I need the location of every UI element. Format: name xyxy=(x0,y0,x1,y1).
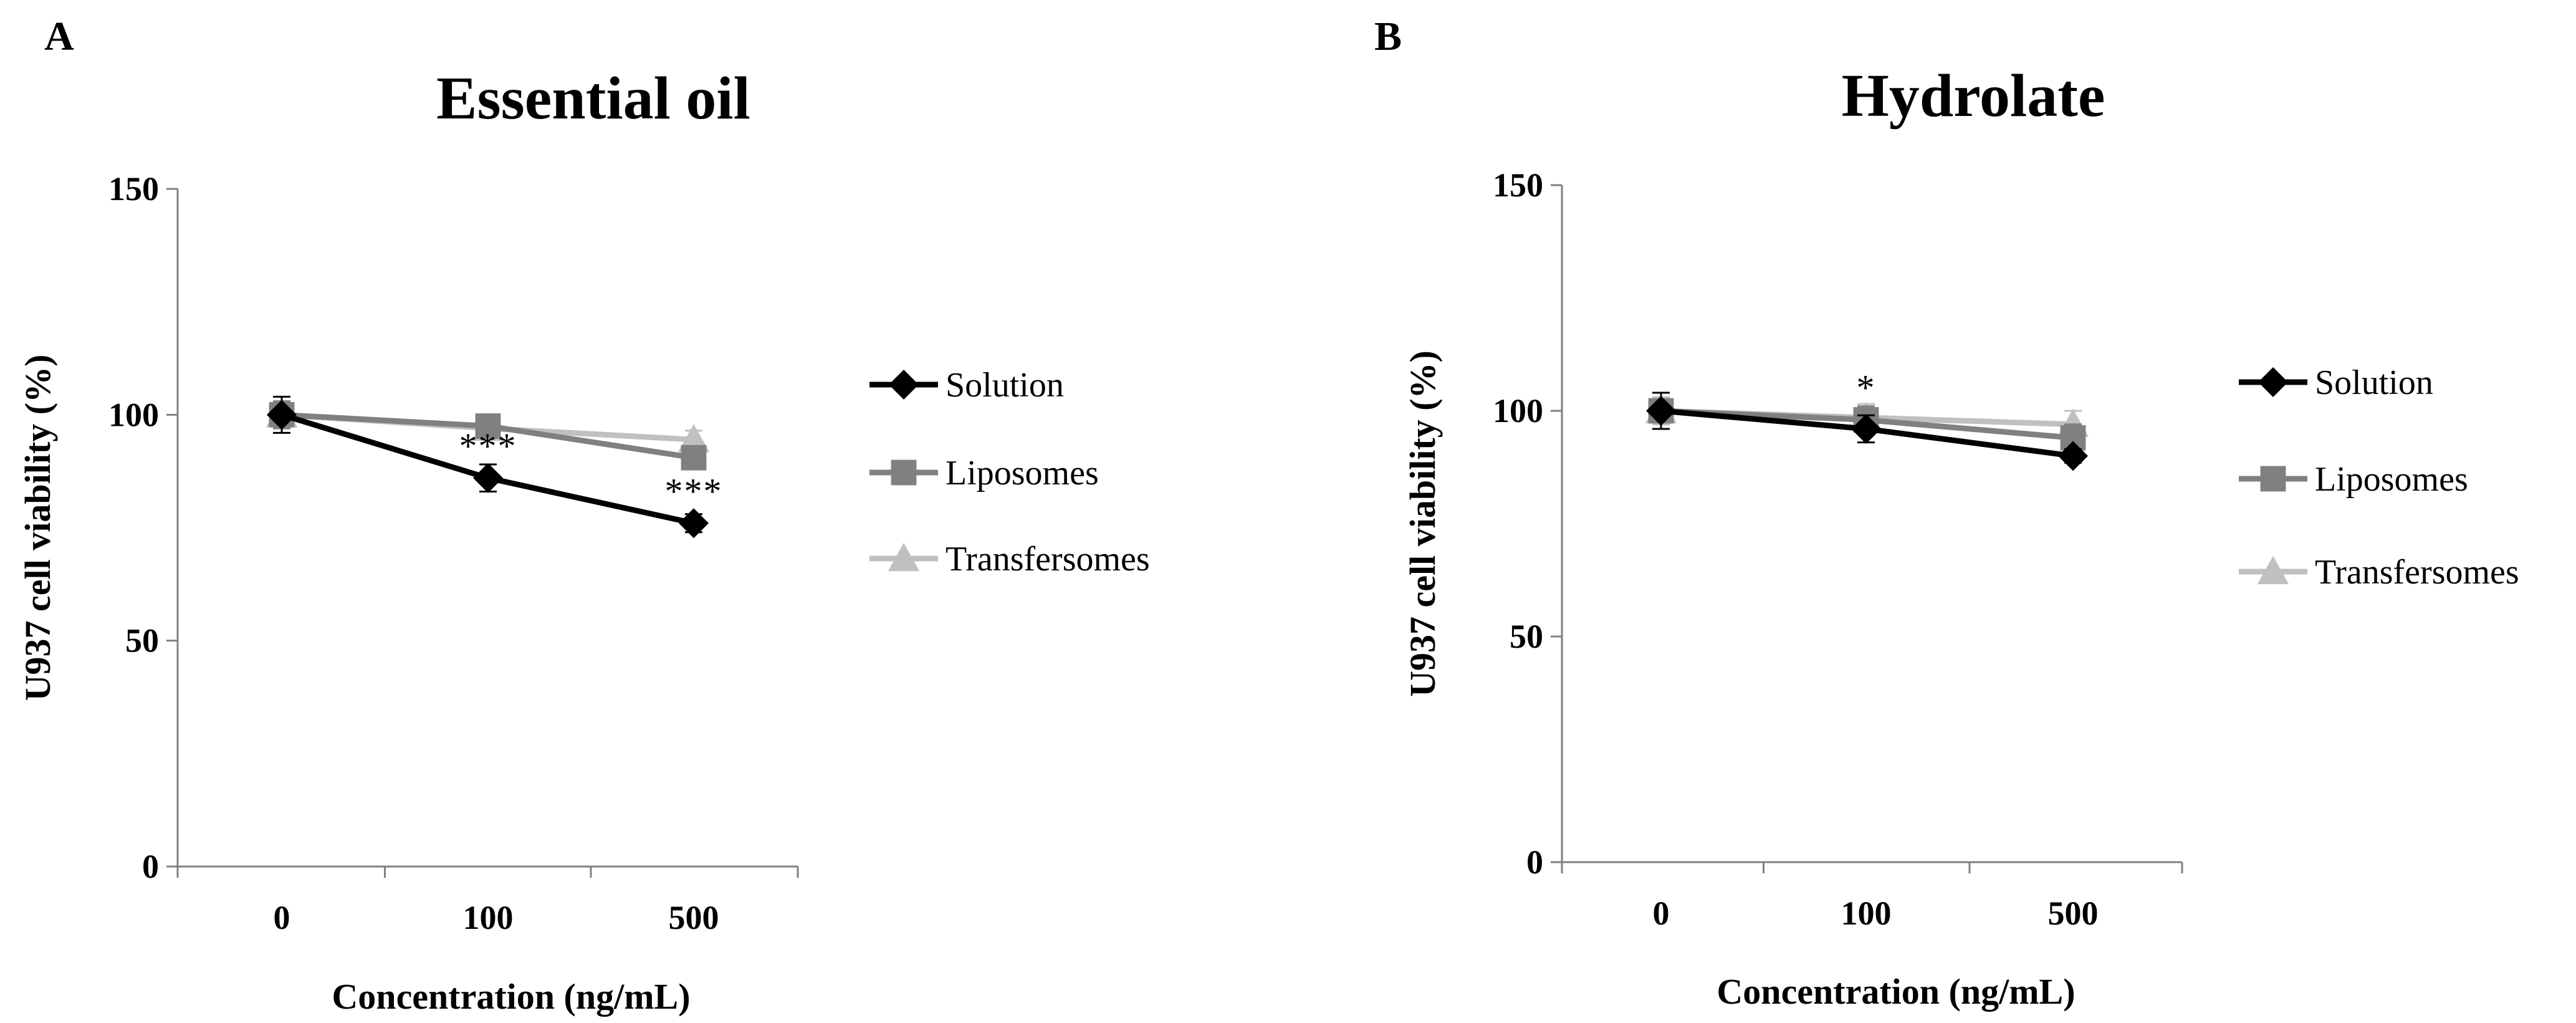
chart-panel-a: A Essential oil 0 50 100 150 0 100 500 U937 cell … xyxy=(17,14,1150,1017)
legend-marker xyxy=(2260,466,2286,492)
y-tick-label: 50 xyxy=(125,622,159,660)
panel-letter: B xyxy=(1374,14,1402,59)
x-tick-label: 0 xyxy=(274,899,290,936)
legend-item-solution: Solution xyxy=(2239,363,2433,402)
y-tick-label: 0 xyxy=(142,848,159,885)
x-tick-label: 100 xyxy=(1841,895,1892,932)
legend-marker xyxy=(891,459,917,486)
legend-label: Liposomes xyxy=(946,454,1099,492)
legend-label: Liposomes xyxy=(2315,460,2468,499)
data-point xyxy=(267,400,297,430)
series-solution xyxy=(267,395,709,539)
y-tick-label: 100 xyxy=(1493,392,1543,430)
y-tick-label: 50 xyxy=(1510,618,1543,655)
series-solution xyxy=(1646,391,2088,471)
significance-label: *** xyxy=(665,471,723,511)
y-tick-label: 100 xyxy=(108,396,159,433)
y-axis-label: U937 cell viability (%) xyxy=(1402,350,1443,697)
legend-item-liposomes: Liposomes xyxy=(2239,460,2468,499)
significance-label: * xyxy=(1857,367,1876,408)
data-point xyxy=(679,508,709,539)
data-point xyxy=(2058,441,2088,471)
legend-marker xyxy=(2258,367,2288,397)
x-axis-label: Concentration (ng/mL) xyxy=(1717,971,2075,1012)
chart-title: Essential oil xyxy=(436,65,750,132)
legend-item-transfersomes: Transfersomes xyxy=(869,540,1150,579)
x-tick-label: 0 xyxy=(1653,895,1670,932)
legend-label: Solution xyxy=(2315,363,2433,402)
legend: Solution Liposomes Transfersomes xyxy=(2239,363,2519,592)
data-point xyxy=(1851,413,1881,444)
panel-letter: A xyxy=(44,14,74,59)
x-axis-label: Concentration (ng/mL) xyxy=(332,976,690,1017)
x-tick-label: 100 xyxy=(463,899,514,936)
y-tick-label: 0 xyxy=(1526,843,1543,881)
legend-label: Transfersomes xyxy=(2315,553,2519,592)
data-point xyxy=(473,463,503,493)
data-point xyxy=(475,413,501,439)
x-tick-label: 500 xyxy=(669,899,719,936)
legend-label: Transfersomes xyxy=(946,540,1150,579)
x-tick-label: 500 xyxy=(2048,895,2099,932)
legend-item-liposomes: Liposomes xyxy=(869,454,1099,492)
chart-panel-b: B Hydrolate 0 50 100 150 0 100 500 U937 cell viab… xyxy=(1374,14,2519,1012)
significance-label: *** xyxy=(459,426,517,466)
y-axis-label: U937 cell viability (%) xyxy=(17,355,58,701)
data-point xyxy=(681,444,707,471)
legend: Solution Liposomes Transfersomes xyxy=(869,366,1150,579)
legend-marker xyxy=(2257,555,2289,585)
legend-item-solution: Solution xyxy=(869,366,1064,405)
legend-marker xyxy=(888,542,920,572)
data-point xyxy=(1646,396,1676,426)
legend-item-transfersomes: Transfersomes xyxy=(2239,553,2519,592)
y-tick-label: 150 xyxy=(108,170,159,208)
y-tick-label: 150 xyxy=(1493,166,1543,204)
chart-title: Hydrolate xyxy=(1842,62,2105,130)
legend-marker xyxy=(889,370,919,400)
legend-label: Solution xyxy=(946,366,1064,405)
